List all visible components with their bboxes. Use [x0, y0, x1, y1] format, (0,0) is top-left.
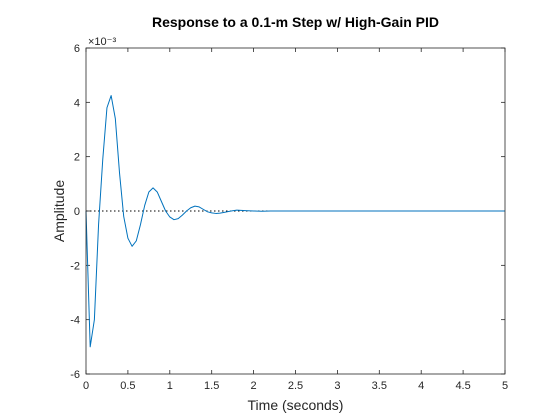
- x-tick-label: 1: [167, 380, 173, 392]
- x-axis-ticks: 0 0.5 1 1.5 2 2.5 3 3.5 4 4.5 5: [83, 48, 508, 392]
- y-tick-label: -2: [70, 260, 80, 272]
- y-tick-label: 2: [74, 152, 80, 164]
- x-tick-label: 0.5: [120, 380, 135, 392]
- y-axis-label: Amplitude: [51, 180, 67, 242]
- y-axis-multiplier: ×10⁻³: [88, 36, 116, 48]
- x-tick-label: 3.5: [372, 380, 387, 392]
- x-tick-label: 4.5: [455, 380, 470, 392]
- chart-title: Response to a 0.1-m Step w/ High-Gain PI…: [152, 14, 439, 30]
- series-line-response: [85, 95, 505, 348]
- y-tick-label: 4: [74, 97, 80, 109]
- axes-box: [85, 47, 506, 375]
- x-tick-label: 4: [418, 380, 424, 392]
- x-axis-label: Time (seconds): [248, 397, 344, 413]
- x-tick-label: 0: [83, 380, 89, 392]
- y-tick-label: 0: [74, 206, 80, 218]
- x-tick-label: 3: [334, 380, 340, 392]
- y-tick-label: -6: [70, 369, 80, 381]
- x-tick-label: 2: [251, 380, 257, 392]
- y-tick-label: 6: [74, 43, 80, 55]
- x-tick-label: 1.5: [204, 380, 219, 392]
- y-tick-label: -4: [70, 315, 80, 327]
- x-tick-label: 2.5: [288, 380, 303, 392]
- x-tick-label: 5: [502, 380, 508, 392]
